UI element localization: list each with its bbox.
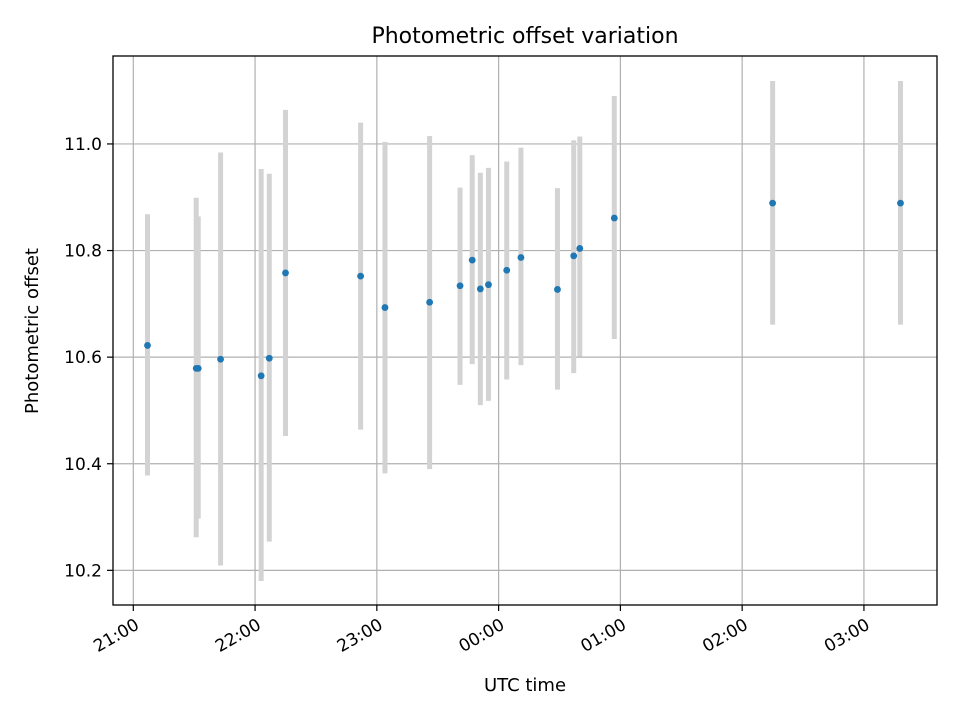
x-axis-label: UTC time	[484, 675, 566, 696]
data-point	[357, 272, 365, 280]
data-point	[576, 245, 584, 252]
data-point	[217, 355, 224, 363]
data-point	[610, 214, 618, 222]
data-point	[257, 372, 265, 380]
data-point	[554, 286, 561, 293]
grid-layer	[113, 56, 937, 605]
data-point	[194, 364, 202, 372]
data-point	[570, 252, 578, 260]
data-point	[381, 304, 389, 311]
y-tick-label: 10.4	[64, 455, 102, 475]
data-point	[769, 199, 777, 207]
data-point	[144, 342, 151, 349]
y-axis-label: Photometric offset	[22, 248, 43, 414]
data-point	[485, 281, 492, 289]
data-point	[265, 354, 273, 362]
y-tick-label: 11.0	[64, 135, 102, 155]
data-point	[897, 199, 904, 207]
y-tick-label: 10.8	[64, 242, 102, 262]
data-point	[426, 298, 434, 306]
y-tick-label: 10.2	[64, 561, 102, 581]
data-point	[503, 266, 511, 274]
data-point	[282, 269, 289, 277]
data-point	[468, 256, 476, 264]
data-point	[456, 282, 464, 290]
data-point	[476, 285, 484, 293]
chart-title: Photometric offset variation	[371, 24, 678, 49]
point-layer	[144, 199, 904, 380]
y-tick-label: 10.6	[64, 348, 102, 368]
data-point	[517, 254, 525, 261]
plot-frame	[112, 55, 938, 606]
